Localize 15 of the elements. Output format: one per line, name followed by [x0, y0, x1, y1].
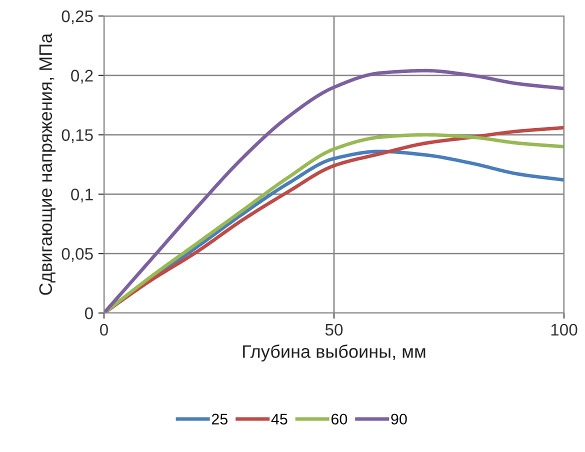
- y-tick-label: 0,05: [62, 248, 93, 262]
- y-tick-label: 0,15: [62, 129, 93, 143]
- y-tick-label: 0,25: [62, 10, 93, 24]
- x-tick-label: 100: [551, 324, 578, 336]
- x-tick-label: 50: [325, 324, 343, 336]
- legend-label: 45: [271, 414, 288, 425]
- y-tick-label: 0: [84, 307, 93, 320]
- y-axis-title: Сдвигающие напряжения, МПа: [39, 33, 56, 295]
- legend-label: 60: [331, 414, 348, 425]
- y-tick-label: 0,2: [71, 70, 93, 84]
- legend-label: 25: [212, 414, 228, 425]
- x-axis-title: Глубина выбоины, мм: [243, 344, 426, 362]
- y-tick-label: 0,1: [71, 188, 93, 202]
- x-tick-label: 0: [100, 324, 108, 336]
- legend-label: 90: [391, 414, 407, 425]
